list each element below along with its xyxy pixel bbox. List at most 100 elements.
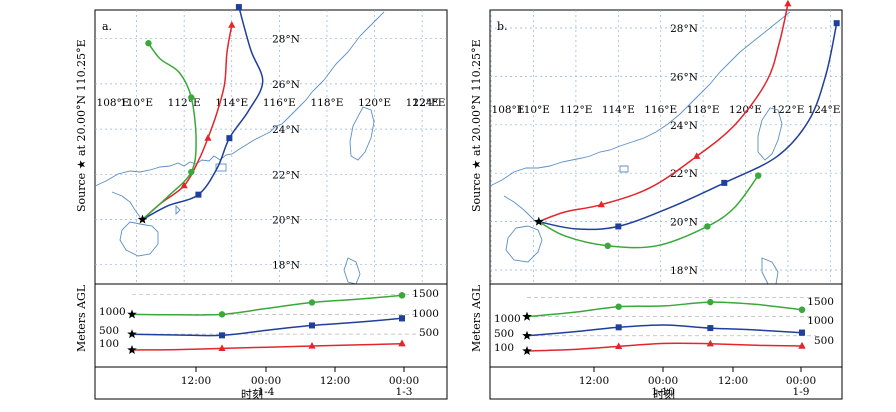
trajectory-marker-blue xyxy=(615,223,622,230)
lon-label: 122°E xyxy=(771,104,804,116)
lon-label: 114°E xyxy=(215,97,248,109)
height-start-star-icon xyxy=(127,329,137,339)
trajectory-marker-blue xyxy=(235,4,242,11)
trajectory-marker-green xyxy=(604,242,611,249)
height-marker-blue xyxy=(799,329,805,336)
map-frame-a xyxy=(94,9,448,285)
height-marker-red xyxy=(398,339,406,347)
time-frame-a xyxy=(94,366,448,400)
height-line-red xyxy=(131,342,403,351)
trajectories-b xyxy=(534,0,840,249)
lat-label: 24°N xyxy=(670,120,698,132)
lat-label: 18°N xyxy=(670,265,698,277)
height-tick-left: 500 xyxy=(494,328,514,340)
height-marker-red xyxy=(218,344,226,352)
height-tick-left: 500 xyxy=(99,325,119,337)
x-axis-label-a: 时刻 xyxy=(241,387,263,401)
height-start-star-icon xyxy=(522,311,532,321)
lat-label: 22°N xyxy=(272,169,300,181)
height-tick-left: 100 xyxy=(494,342,514,354)
height-tick-left: 100 xyxy=(99,338,119,350)
height-marker-green xyxy=(308,299,316,306)
lon-label: 110°E xyxy=(517,104,550,116)
trajectory-marker-blue xyxy=(833,20,840,27)
lon-label: 112°E xyxy=(168,97,201,109)
height-tick-right: 1000 xyxy=(412,308,439,320)
source-star-icon xyxy=(534,216,544,226)
height-start-star-icon xyxy=(522,346,532,355)
height-marker-blue xyxy=(615,324,622,331)
lon-label: 120°E xyxy=(358,97,391,109)
lat-label: 28°N xyxy=(272,34,300,46)
lon-label: 116°E xyxy=(263,97,296,109)
height-line-green xyxy=(131,294,403,316)
source-label-b: Source ★ at 20.00°N 110.25°E xyxy=(470,39,483,212)
lon-label: 118°E xyxy=(310,97,343,109)
lat-label: 28°N xyxy=(670,23,698,35)
time-tick-label: 12:00 xyxy=(320,375,350,387)
coastline-a xyxy=(94,11,385,285)
time-tick-label: 00:00 xyxy=(786,375,816,387)
height-marker-green xyxy=(707,298,714,306)
trajectory-marker-green xyxy=(145,40,152,47)
trajectories-a xyxy=(137,4,264,224)
lon-label: 112°E xyxy=(559,104,592,116)
lat-label: 22°N xyxy=(670,168,698,180)
lon-label: 122°E xyxy=(406,97,439,109)
height-tick-right: 500 xyxy=(814,335,834,347)
lat-label: 20°N xyxy=(670,217,698,229)
date-label: 1-10 xyxy=(651,386,675,398)
lat-label: 26°N xyxy=(670,71,698,83)
trajectory-marker-red xyxy=(180,181,188,189)
height-tick-right: 1000 xyxy=(807,315,834,327)
height-marker-red xyxy=(615,342,623,350)
time-tick-label: 12:00 xyxy=(718,375,748,387)
height-marker-green xyxy=(218,311,226,318)
height-marker-blue xyxy=(707,325,714,332)
height-line-blue xyxy=(131,317,403,337)
lat-label: 26°N xyxy=(272,79,300,91)
time-tick-label: 00:00 xyxy=(251,375,281,387)
date-label: 1-4 xyxy=(258,386,275,398)
trajectory-marker-red xyxy=(784,0,792,7)
time-frame-b xyxy=(489,366,843,400)
time-tick-label: 00:00 xyxy=(389,375,419,387)
height-tick-right: 1500 xyxy=(412,288,439,300)
trajectory-marker-red xyxy=(693,152,701,159)
time-tick-label: 12:00 xyxy=(579,375,609,387)
height-marker-red xyxy=(706,339,714,347)
height-tick-right: 500 xyxy=(419,327,439,339)
trajectory-marker-green xyxy=(704,223,711,230)
height-marker-blue xyxy=(309,322,315,329)
coastline-b xyxy=(489,11,791,285)
date-label: 1-9 xyxy=(793,386,810,398)
height-marker-green xyxy=(398,292,406,299)
trajectory-marker-blue xyxy=(195,191,202,198)
trajectory-marker-red xyxy=(597,200,605,208)
height-line-blue xyxy=(526,324,803,337)
lon-label: 108°E xyxy=(492,104,525,116)
height-tick-left: 1000 xyxy=(494,313,521,325)
x-axis-label-b: 时刻 xyxy=(653,387,675,401)
trajectory-marker-green xyxy=(755,172,762,179)
height-line-green xyxy=(526,301,803,318)
y-axis-label-b: Meters AGL xyxy=(470,284,483,352)
time-axis-b: 12:00 00:00 12:00 00:001-10 1-9 xyxy=(579,367,816,398)
trajectory-marker-green xyxy=(188,94,195,101)
height-start-star-icon xyxy=(522,330,532,340)
height-line-red xyxy=(526,342,803,352)
trajectory-marker-green xyxy=(188,168,195,176)
trajectory-marker-blue xyxy=(226,135,233,142)
source-star-icon xyxy=(137,214,148,224)
height-start-star-icon xyxy=(127,309,137,319)
source-label-a: Source ★ at 20.00°N 110.25°E xyxy=(75,39,88,212)
panel-label-a: a. xyxy=(102,20,112,33)
height-marker-green xyxy=(615,303,622,310)
height-tick-right: 1500 xyxy=(807,296,834,308)
lat-label: 20°N xyxy=(272,215,300,227)
